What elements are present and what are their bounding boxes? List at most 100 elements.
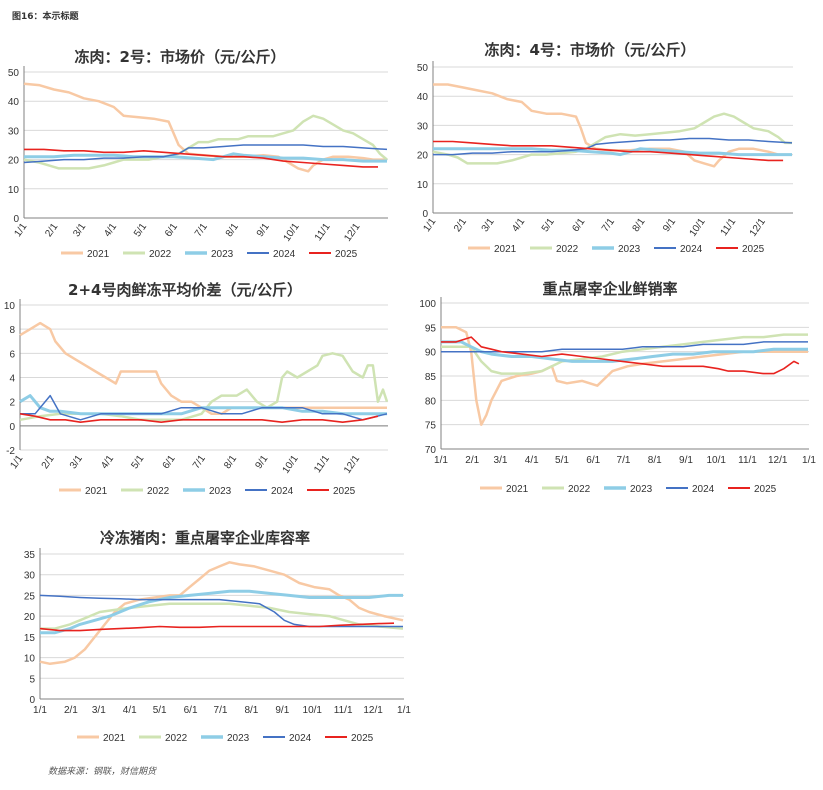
chart-frozen-pork-4: 冻肉：4号：市场价（元/公斤） 0 10 20 30 40 50 1/1 2/1 3/1 4/1 5/… — [405, 30, 815, 268]
y-tick-label: 0 — [9, 422, 15, 433]
source-note: 数据来源：钢联，财信期货 — [48, 767, 157, 777]
y-tick-label: 10 — [417, 180, 429, 191]
series-line-2024 — [20, 394, 388, 421]
y-tick-label: 30 — [24, 571, 36, 582]
x-tick-label: 12/1 — [342, 453, 362, 476]
x-tick-label: 2/1 — [40, 453, 57, 471]
legend-label-2021: 2021 — [87, 249, 110, 260]
x-tick-label: 4/1 — [525, 455, 539, 466]
series-line-2021 — [19, 321, 387, 416]
series-line-2021 — [441, 326, 808, 426]
series-line-2023 — [24, 152, 387, 163]
x-tick-label: 3/1 — [92, 705, 106, 716]
x-tick-label: 1/1 — [397, 705, 411, 716]
chart-title: 冻肉：4号：市场价（元/公斤） — [485, 41, 696, 59]
y-tick-label: 90 — [425, 348, 437, 359]
y-tick-label: 50 — [417, 63, 429, 74]
y-tick-label: 0 — [13, 214, 19, 225]
series-line-2021 — [39, 561, 404, 666]
x-tick-label: 8/1 — [631, 216, 648, 234]
legend-label-2021: 2021 — [103, 733, 126, 744]
chart-title: 重点屠宰企业鲜销率 — [542, 280, 677, 298]
y-tick-label: 5 — [29, 674, 35, 685]
y-tick-label: 15 — [24, 633, 36, 644]
legend-label-2023: 2023 — [618, 244, 641, 255]
y-tick-label: 25 — [24, 591, 36, 602]
series-line-2024 — [433, 137, 793, 156]
legend-label-2023: 2023 — [227, 733, 250, 744]
x-tick-label: 11/1 — [334, 705, 353, 716]
x-tick-label: 4/1 — [102, 221, 119, 239]
legend-label-2022: 2022 — [165, 733, 188, 744]
series-line-2023 — [433, 147, 792, 157]
x-tick-label: 9/1 — [253, 453, 270, 471]
x-tick-label: 6/1 — [161, 453, 178, 471]
y-tick-label: 30 — [8, 126, 20, 137]
legend-label-2025: 2025 — [351, 733, 374, 744]
y-tick-label: 0 — [29, 695, 35, 706]
y-tick-label: -2 — [6, 446, 15, 457]
legend-label-2021: 2021 — [506, 484, 529, 495]
x-tick-label: 10/1 — [688, 216, 708, 239]
series-line-2022 — [40, 602, 404, 630]
y-tick-label: 95 — [425, 323, 437, 334]
x-tick-label: 1/1 — [434, 455, 448, 466]
y-tick-label: 20 — [417, 151, 429, 162]
x-tick-label: 7/1 — [191, 453, 208, 471]
x-tick-label: 2/1 — [452, 216, 469, 234]
y-tick-label: 100 — [419, 299, 436, 310]
series-line-2025 — [39, 622, 395, 632]
series-line-2025 — [19, 413, 379, 423]
y-tick-label: 50 — [8, 68, 20, 79]
series-line-2022 — [19, 352, 389, 422]
x-tick-label: 9/1 — [255, 221, 272, 239]
legend-label-2025: 2025 — [754, 484, 777, 495]
chart-fresh-frozen-spread: 2+4号肉鲜冻平均价差（元/公斤） -2 0 2 4 6 8 10 1/1 2/1 3/1 4/1 5/… — [0, 270, 395, 502]
x-tick-label: 12/1 — [342, 221, 362, 244]
legend-label-2022: 2022 — [147, 486, 170, 497]
chart-title: 2+4号肉鲜冻平均价差（元/公斤） — [68, 281, 302, 299]
x-tick-label: 2/1 — [465, 455, 479, 466]
x-tick-label: 3/1 — [480, 216, 497, 234]
legend-label-2021: 2021 — [85, 486, 108, 497]
x-tick-label: 3/1 — [71, 221, 88, 239]
y-tick-label: 30 — [417, 121, 429, 132]
x-tick-label: 4/1 — [510, 216, 527, 234]
legend-label-2021: 2021 — [494, 244, 517, 255]
x-tick-label: 10/1 — [707, 455, 727, 466]
series-line-2025 — [433, 140, 784, 162]
chart-fresh-sales-rate: 重点屠宰企业鲜销率 70 75 80 85 90 95 100 1/1 2/1 3/1 4/1 5/1 6… — [405, 270, 816, 502]
x-tick-label: 11/1 — [312, 453, 332, 475]
x-tick-label: 1/1 — [802, 455, 816, 466]
legend-label-2025: 2025 — [742, 244, 765, 255]
legend-label-2024: 2024 — [273, 249, 296, 260]
y-tick-label: 80 — [425, 396, 437, 407]
x-tick-label: 5/1 — [153, 705, 167, 716]
x-tick-label: 5/1 — [555, 455, 569, 466]
y-tick-label: 75 — [425, 421, 437, 432]
x-tick-label: 8/1 — [224, 221, 241, 239]
series-line-2023 — [40, 589, 403, 635]
x-tick-label: 6/1 — [184, 705, 198, 716]
chart-fresh-sales-rate-svg: 重点屠宰企业鲜销率 70 75 80 85 90 95 100 1/1 2/1 3/1 4/1 5/1 6… — [419, 280, 816, 495]
series-line-2024 — [23, 144, 388, 164]
x-tick-label: 2/1 — [43, 221, 60, 239]
y-tick-label: 2 — [9, 398, 15, 409]
y-tick-label: 10 — [8, 185, 20, 196]
x-tick-label: 9/1 — [275, 705, 289, 716]
legend-label-2025: 2025 — [333, 486, 356, 497]
y-tick-label: 0 — [422, 209, 428, 220]
figure-label: 图16：本示标题 — [12, 12, 79, 22]
chart-frozen-pork-2: 冻肉：2号：市场价（元/公斤） 0 10 20 30 40 50 1/1 2/1 3/1 4/1 5/… — [0, 30, 395, 268]
x-tick-label: 8/1 — [648, 455, 662, 466]
y-tick-label: 4 — [9, 374, 15, 385]
x-tick-label: 4/1 — [123, 705, 137, 716]
y-tick-label: 70 — [425, 445, 437, 456]
legend-label-2022: 2022 — [568, 484, 591, 495]
x-tick-label: 6/1 — [570, 216, 587, 234]
chart-title: 冷冻猪肉：重点屠宰企业库容率 — [100, 529, 310, 547]
x-tick-label: 2/1 — [64, 705, 78, 716]
y-tick-label: 40 — [417, 92, 429, 103]
